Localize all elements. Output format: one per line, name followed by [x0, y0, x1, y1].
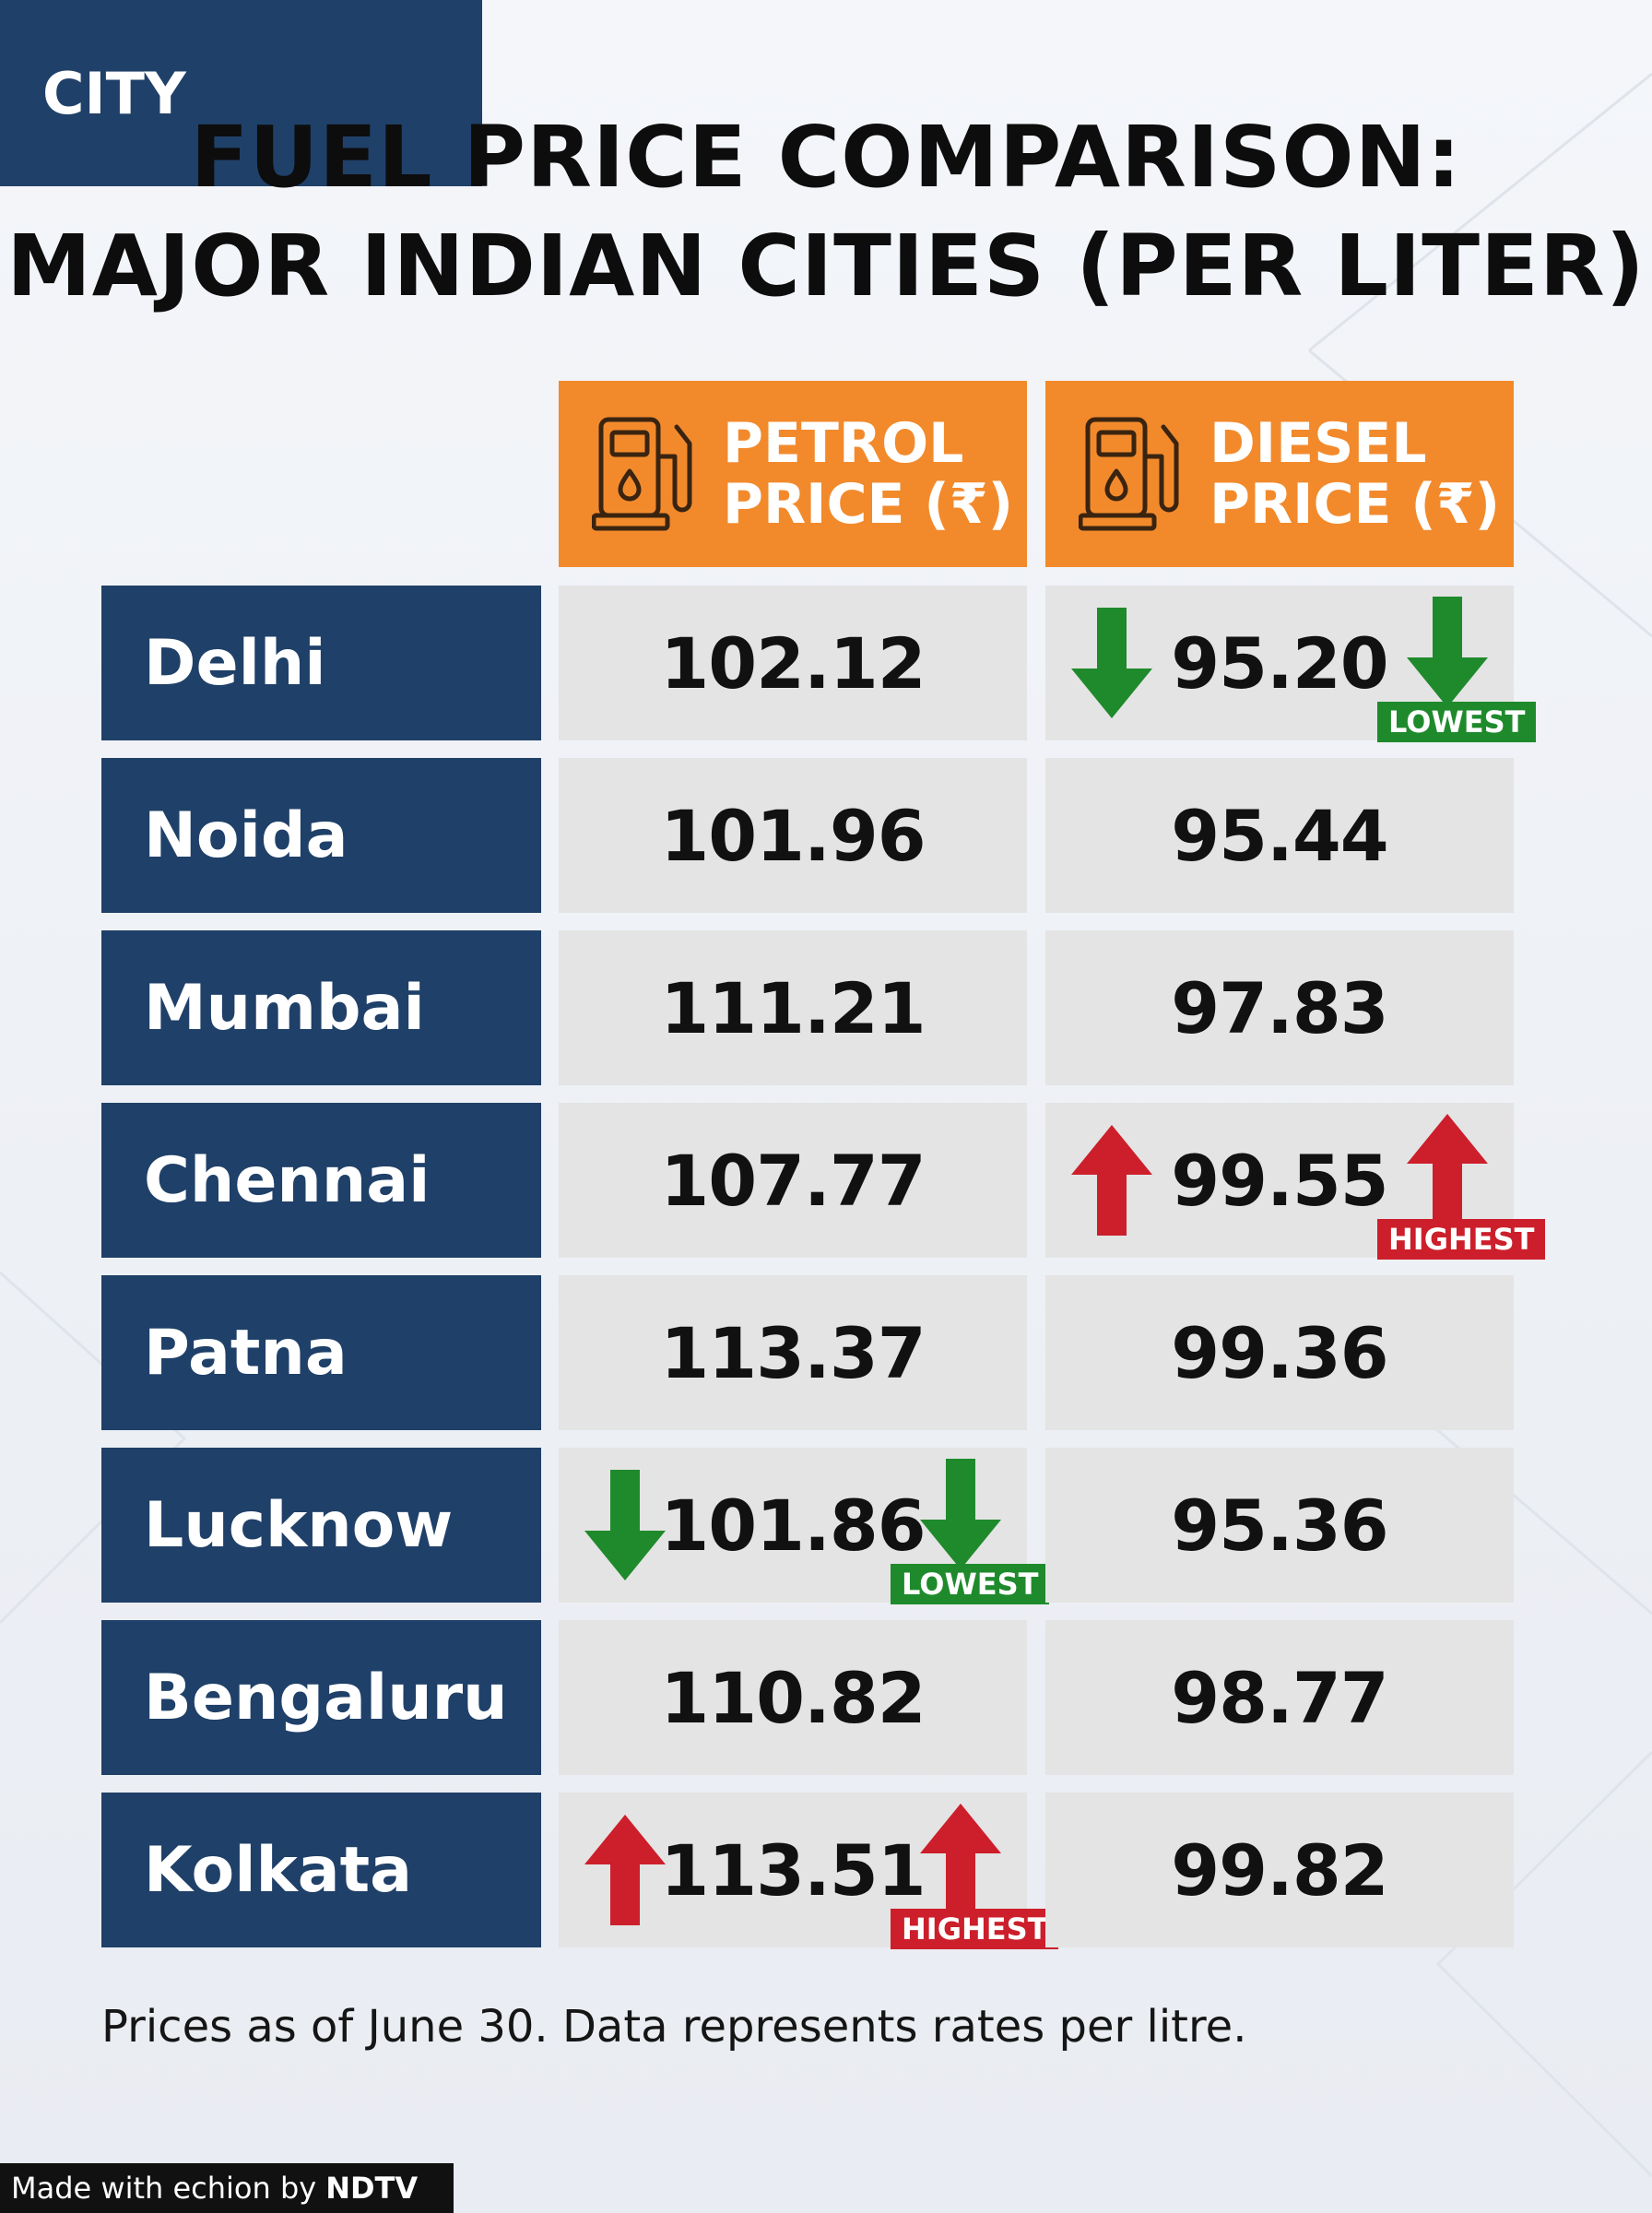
fuel-pump-icon [1079, 417, 1179, 531]
city-name: Lucknow [101, 1448, 541, 1603]
city-name: Delhi [101, 586, 541, 740]
page-title: FUEL PRICE COMPARISON: MAJOR INDIAN CITI… [0, 103, 1652, 321]
petrol-price: 102.12 [559, 586, 1027, 740]
fuel-pump-icon [592, 417, 692, 531]
petrol-price: 101.96 [559, 758, 1027, 913]
footer-credit: Made with echion by NDTV [0, 2163, 454, 2213]
lowest-arrow-icon [1071, 608, 1152, 718]
petrol-price: 113.37 [559, 1275, 1027, 1430]
header-diesel-line2: PRICE (₹) [1210, 472, 1500, 537]
city-name: Mumbai [101, 930, 541, 1085]
header-petrol-line2: PRICE (₹) [723, 472, 1013, 537]
header-city: CITY [0, 0, 482, 186]
lowest-arrow-icon [920, 1459, 1001, 1569]
city-name: Noida [101, 758, 541, 913]
header-diesel: DIESEL PRICE (₹) [1045, 381, 1514, 567]
city-name: Chennai [101, 1103, 541, 1258]
footer-echion: echion [172, 2171, 271, 2206]
title-line-2: MAJOR INDIAN CITIES (PER LITER) [6, 217, 1646, 315]
header-city-label: CITY [42, 59, 186, 127]
footer-made-with: Made with [11, 2171, 164, 2206]
diesel-price: 99.82 [1045, 1793, 1514, 1947]
highest-arrow-icon [920, 1804, 1001, 1914]
highest-badge: HIGHEST [891, 1909, 1059, 1949]
highest-arrow-icon [584, 1815, 666, 1925]
lowest-badge: LOWEST [891, 1564, 1050, 1604]
city-name: Kolkata [101, 1793, 541, 1947]
diesel-price: 99.36 [1045, 1275, 1514, 1430]
diesel-price: 97.83 [1045, 930, 1514, 1085]
lowest-arrow-icon [584, 1470, 666, 1580]
petrol-price: 110.82 [559, 1620, 1027, 1775]
city-name: Bengaluru [101, 1620, 541, 1775]
city-name: Patna [101, 1275, 541, 1430]
header-diesel-line1: DIESEL [1210, 411, 1427, 476]
footnote: Prices as of June 30. Data represents ra… [101, 2001, 1247, 2053]
highest-arrow-icon [1407, 1114, 1488, 1225]
lowest-badge: LOWEST [1377, 702, 1537, 742]
title-line-1: FUEL PRICE COMPARISON: [190, 108, 1462, 207]
lowest-arrow-icon [1407, 597, 1488, 707]
diesel-price: 98.77 [1045, 1620, 1514, 1775]
petrol-price: 107.77 [559, 1103, 1027, 1258]
footer-by: by [279, 2171, 317, 2206]
petrol-price: 111.21 [559, 930, 1027, 1085]
highest-arrow-icon [1071, 1125, 1152, 1236]
ndtv-logo: NDTV [325, 2171, 419, 2206]
diesel-price: 95.44 [1045, 758, 1514, 913]
highest-badge: HIGHEST [1377, 1219, 1546, 1260]
header-petrol-line1: PETROL [723, 411, 964, 476]
diesel-price: 95.36 [1045, 1448, 1514, 1603]
header-petrol: PETROL PRICE (₹) [559, 381, 1027, 567]
